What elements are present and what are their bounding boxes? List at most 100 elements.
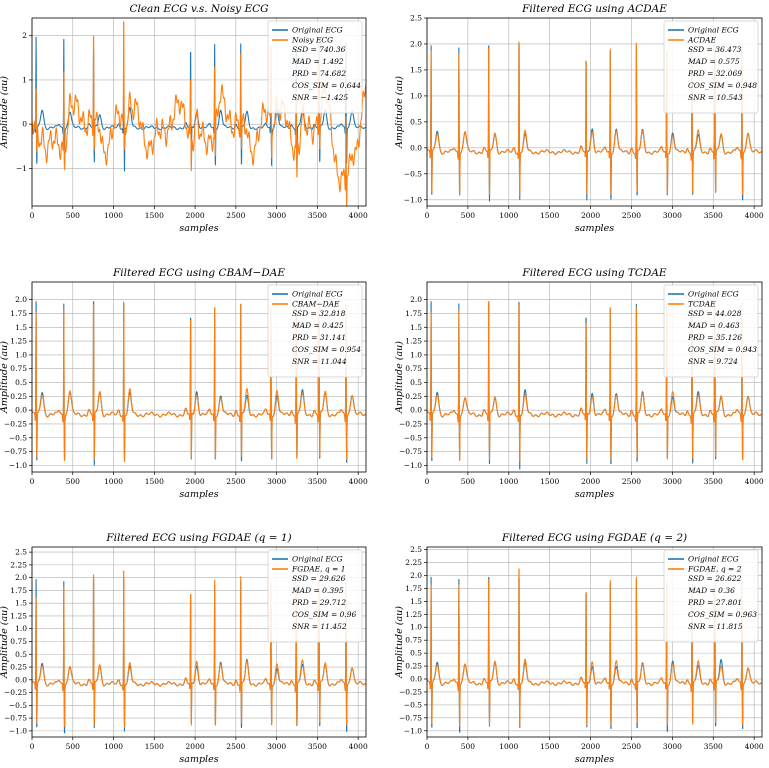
- y-axis-label: Amplitude (au): [394, 76, 405, 149]
- metric-prd: PRD = 29.712: [291, 598, 346, 607]
- metric-ssd: SSD = 26.622: [688, 574, 742, 583]
- legend-label: Original ECG: [688, 290, 739, 299]
- y-tick-label: 2.25: [10, 560, 27, 569]
- metric-ssd: SSD = 740.36: [292, 45, 346, 54]
- plot-frame: [426, 17, 763, 207]
- y-tick-label: 1.5: [410, 65, 422, 74]
- y-tick-label: −1.0: [9, 461, 27, 470]
- plot-frame: [31, 546, 367, 738]
- series-line: [32, 21, 366, 206]
- chart-panel: 0 500 1000 1500 2000 2500 3000 3500 4000 −1 0 1 2 Cle…: [0, 3, 368, 234]
- y-tick-label: −0.5: [404, 433, 422, 442]
- y-axis-label: Amplitude (au): [0, 341, 10, 414]
- x-tick-label: 500: [66, 211, 81, 220]
- y-tick-label: 1.25: [405, 337, 422, 346]
- y-tick-label: −0.5: [9, 701, 27, 710]
- metric-snr: SNR = 11.452: [292, 622, 347, 631]
- legend-label: TCDAE: [688, 300, 716, 309]
- x-tick-label: 3000: [663, 211, 682, 220]
- x-tick-label: 2000: [581, 211, 600, 220]
- x-tick-label: 1500: [145, 477, 164, 486]
- x-tick-label: 1500: [540, 477, 559, 486]
- chart-panel: 0 500 1000 1500 2000 2500 3000 3500 4000 −1.0 −0.7…: [0, 267, 368, 500]
- metric-cos-sim: COS_SIM = 0.954: [292, 345, 361, 354]
- x-tick-label: 500: [461, 742, 476, 751]
- y-tick-label: 1.5: [15, 599, 27, 608]
- x-tick-label: 4000: [745, 477, 764, 486]
- y-tick-label: 1.75: [10, 309, 27, 318]
- legend-box: [663, 549, 759, 643]
- x-tick-label: 2500: [226, 742, 245, 751]
- y-tick-label: −0.5: [404, 700, 422, 709]
- x-tick-label: 0: [30, 477, 35, 486]
- metric-cos-sim: COS_SIM = 0.96: [292, 610, 357, 619]
- metric-prd: PRD = 32.069: [687, 69, 742, 78]
- metric-mad: MAD = 0.36: [687, 586, 735, 595]
- y-tick-label: 1.25: [10, 611, 27, 620]
- y-tick-label: 1.0: [15, 624, 27, 633]
- plot-frame: [426, 546, 763, 738]
- x-tick-label: 3500: [704, 477, 723, 486]
- y-tick-label: 0.5: [15, 650, 27, 659]
- legend-box: [267, 284, 363, 378]
- x-tick-label: 2500: [226, 477, 245, 486]
- y-tick-label: 2.0: [410, 571, 422, 580]
- y-tick-label: 1: [22, 75, 27, 84]
- y-tick-label: 2.5: [15, 548, 27, 557]
- x-tick-label: 2000: [186, 742, 205, 751]
- y-tick-label: −0.75: [399, 447, 422, 456]
- legend-box: [267, 20, 363, 114]
- y-tick-label: 0.75: [405, 364, 422, 373]
- chart-title: Filtered ECG using CBAM−DAE: [112, 267, 285, 279]
- legend-box: [663, 284, 759, 378]
- series-line: [427, 300, 762, 462]
- y-tick-label: 2.0: [15, 573, 27, 582]
- metric-mad: MAD = 0.575: [687, 57, 740, 66]
- chart-panel: 0 500 1000 1500 2000 2500 3000 3500 4000 −1.0 −0.7…: [394, 267, 764, 500]
- y-tick-label: −0.25: [4, 688, 27, 697]
- x-tick-label: 3500: [704, 742, 723, 751]
- legend-label: Original ECG: [292, 26, 343, 35]
- y-axis-label: Amplitude (au): [0, 76, 10, 149]
- x-tick-label: 3500: [308, 477, 327, 486]
- y-tick-label: −0.5: [9, 433, 27, 442]
- y-tick-label: −0.25: [4, 419, 27, 428]
- y-tick-label: 2.0: [15, 295, 27, 304]
- x-tick-label: 0: [425, 742, 430, 751]
- chart-panel: 0 500 1000 1500 2000 2500 3000 3500 4000 −1.0 −0.7…: [394, 532, 764, 765]
- x-tick-label: 1000: [104, 742, 123, 751]
- metric-mad: MAD = 1.492: [291, 57, 344, 66]
- metric-snr: SNR = −1.425: [292, 93, 348, 102]
- legend-box: [267, 549, 363, 643]
- series-line: [32, 570, 366, 728]
- x-axis-label: samples: [575, 754, 614, 765]
- legend-label: ACDAE: [687, 36, 717, 45]
- y-tick-label: 1.25: [405, 610, 422, 619]
- y-tick-label: −0.75: [4, 447, 27, 456]
- legend-label: FGDAE, q = 1: [291, 565, 346, 574]
- y-tick-label: 0.0: [15, 406, 27, 415]
- x-tick-label: 0: [425, 211, 430, 220]
- x-tick-label: 3000: [663, 742, 682, 751]
- y-tick-label: 0.25: [10, 663, 27, 672]
- metric-snr: SNR = 9.724: [688, 357, 738, 366]
- x-tick-label: 0: [425, 477, 430, 486]
- x-tick-label: 500: [66, 742, 81, 751]
- metric-mad: MAD = 0.425: [291, 321, 344, 330]
- y-tick-label: −1.0: [404, 461, 422, 470]
- y-tick-label: 0.75: [10, 637, 27, 646]
- legend-label: Original ECG: [292, 290, 343, 299]
- y-tick-label: 0.0: [410, 406, 422, 415]
- metric-cos-sim: COS_SIM = 0.644: [292, 81, 361, 90]
- metric-snr: SNR = 10.543: [688, 93, 743, 102]
- legend-label: FGDAE, q = 2: [687, 565, 742, 574]
- chart-panel: 0 500 1000 1500 2000 2500 3000 3500 4000 −1.0 −0.5…: [394, 3, 764, 234]
- chart-title: Clean ECG v.s. Noisy ECG: [129, 3, 268, 15]
- y-tick-label: 2: [22, 31, 27, 40]
- x-tick-label: 1000: [499, 742, 518, 751]
- x-tick-label: 2000: [581, 742, 600, 751]
- chart-title: Filtered ECG using FGDAE (q = 1): [105, 532, 291, 544]
- x-tick-label: 2000: [186, 477, 205, 486]
- x-tick-label: 3000: [267, 211, 286, 220]
